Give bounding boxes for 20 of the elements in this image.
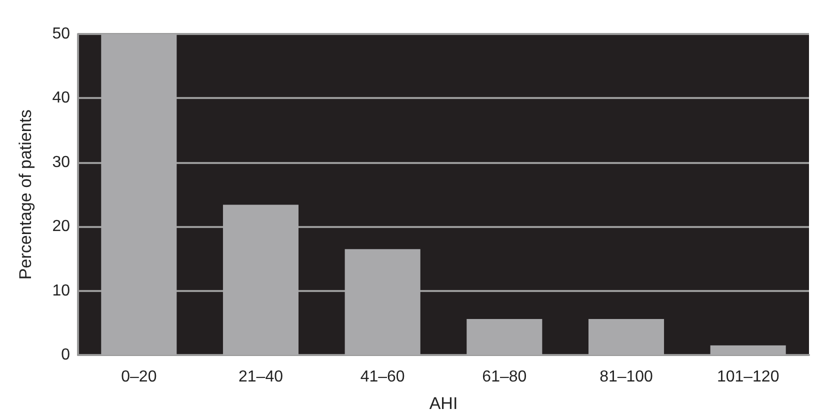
- bar: [101, 34, 177, 355]
- x-tick-label: 41–60: [360, 368, 405, 386]
- x-tick-label: 21–40: [238, 368, 284, 386]
- y-tick-label: 0: [61, 346, 70, 364]
- y-tick-label: 30: [52, 154, 70, 171]
- bar: [588, 319, 664, 355]
- x-tick-label: 0–20: [121, 368, 157, 386]
- x-tick-label: 61–80: [482, 368, 527, 386]
- y-tick-label: 20: [52, 218, 70, 236]
- x-tick-label: 81–100: [600, 368, 654, 386]
- y-axis-title: Percentage of patients: [16, 109, 35, 280]
- y-tick-label: 10: [52, 282, 70, 300]
- x-axis-title: AHI: [429, 394, 458, 413]
- bar: [344, 249, 420, 355]
- bar: [222, 204, 299, 355]
- bar: [710, 345, 786, 355]
- bar: [466, 319, 542, 355]
- y-tick-label: 40: [52, 90, 70, 107]
- x-tick-label: 101–120: [716, 368, 780, 386]
- y-tick-label: 50: [52, 26, 70, 42]
